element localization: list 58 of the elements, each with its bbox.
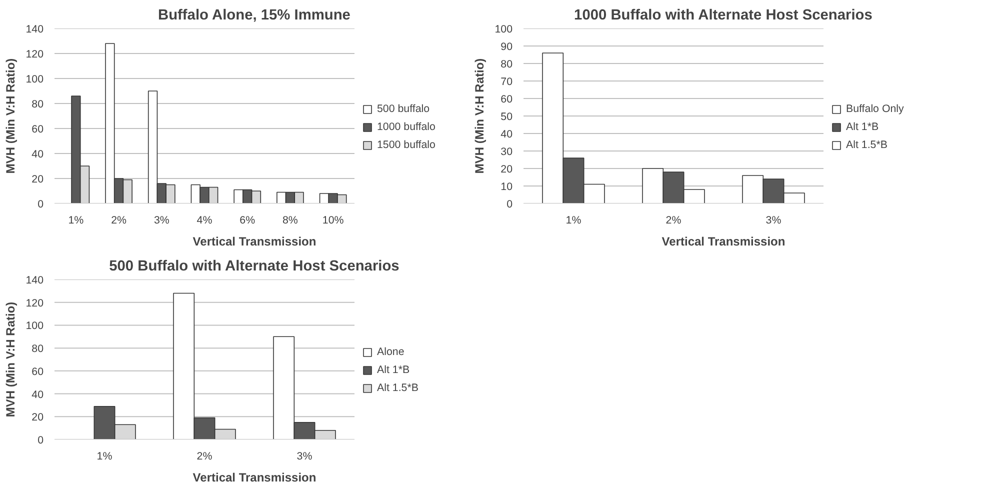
y-axis-title: MVH (Min V:H Ratio): [472, 58, 487, 174]
y-tick-label: 100: [494, 24, 513, 36]
y-tick-label: 0: [38, 434, 44, 446]
y-tick-label: 0: [506, 198, 513, 210]
y-tick-label: 70: [500, 76, 513, 88]
x-tick-label: 2%: [111, 214, 128, 226]
y-tick-label: 60: [32, 366, 44, 378]
legend-label: Alone: [377, 346, 404, 358]
y-tick-label: 80: [32, 98, 44, 110]
y-tick-label: 40: [32, 388, 44, 401]
legend-label: Alt 1.5*B: [846, 138, 888, 150]
x-axis-title: Vertical Transmission: [192, 234, 316, 248]
chart-title: 1000 Buffalo with Alternate Host Scenarios: [574, 8, 872, 24]
x-tick-label: 1%: [96, 450, 113, 462]
y-tick-label: 20: [32, 174, 44, 186]
y-tick-label: 60: [500, 94, 513, 106]
chart-title: Buffalo Alone, 15% Immune: [158, 8, 350, 24]
x-tick-label: 4%: [196, 214, 213, 226]
y-tick-label: 20: [32, 412, 44, 424]
y-tick-label: 20: [500, 164, 513, 176]
y-tick-label: 30: [500, 146, 513, 158]
y-tick-label: 100: [26, 74, 44, 86]
x-tick-label: 6%: [240, 214, 256, 226]
x-axis-title: Vertical Transmission: [662, 234, 786, 248]
x-tick-label: 1%: [68, 214, 84, 226]
x-tick-label: 2%: [196, 450, 213, 462]
legend-label: Alt 1*B: [377, 364, 410, 376]
y-tick-label: 80: [32, 343, 44, 356]
x-axis-title: Vertical Transmission: [192, 470, 316, 484]
y-tick-label: 100: [26, 320, 44, 332]
legend-label: Alt 1.5*B: [377, 382, 418, 394]
y-tick-label: 120: [26, 297, 44, 310]
y-tick-label: 50: [500, 111, 513, 123]
x-tick-label: 3%: [154, 214, 170, 226]
x-tick-label: 10%: [322, 214, 344, 226]
legend-label: Buffalo Only: [846, 102, 904, 114]
legend-label: 1000 buffalo: [377, 120, 436, 132]
y-axis-title: MVH (Min V:H Ratio): [4, 58, 18, 174]
x-tick-label: 8%: [282, 214, 298, 226]
y-tick-label: 40: [32, 148, 44, 160]
x-tick-label: 3%: [766, 214, 782, 226]
x-tick-label: 2%: [666, 214, 682, 226]
y-tick-label: 90: [500, 41, 513, 53]
y-tick-label: 120: [26, 48, 44, 60]
chart-title: 500 Buffalo with Alternate Host Scenarios: [109, 258, 400, 274]
y-tick-label: 80: [500, 58, 513, 70]
y-tick-label: 140: [26, 24, 44, 36]
legend-label: Alt 1*B: [846, 120, 879, 132]
x-tick-label: 1%: [566, 214, 582, 226]
y-axis-title: MVH (Min V:H Ratio): [4, 302, 18, 418]
y-tick-label: 0: [38, 198, 44, 210]
y-tick-label: 40: [500, 128, 513, 140]
y-tick-label: 140: [26, 274, 44, 286]
legend-label: 1500 buffalo: [377, 138, 436, 150]
x-tick-label: 3%: [296, 450, 313, 462]
y-tick-label: 10: [500, 181, 513, 193]
legend-label: 500 buffalo: [377, 102, 430, 114]
y-tick-label: 60: [32, 124, 44, 136]
